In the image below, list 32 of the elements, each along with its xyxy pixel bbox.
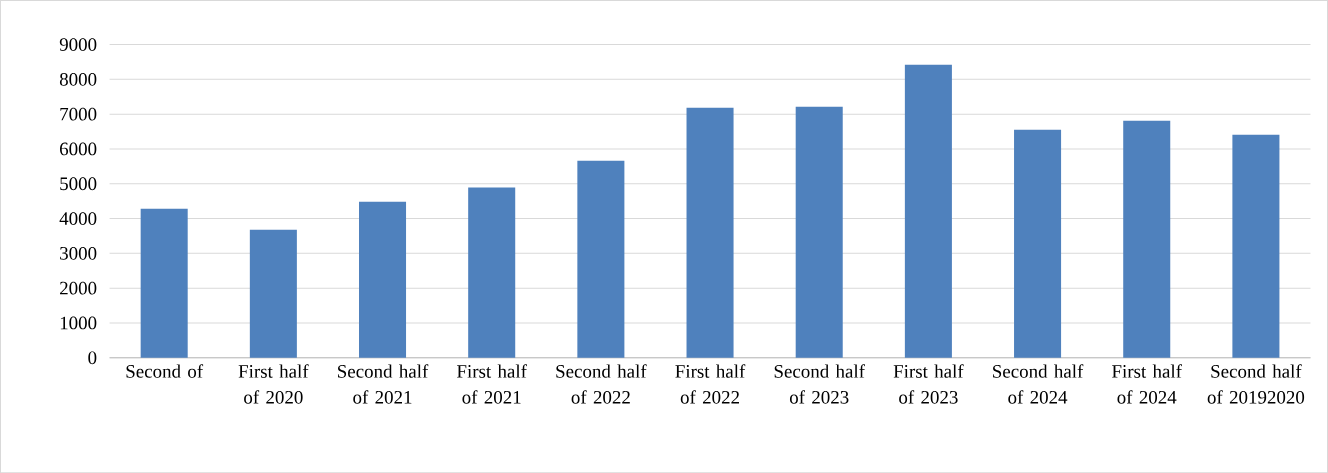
bar [468, 187, 516, 358]
bar [249, 229, 297, 358]
x-tick-label: First half of 2021 [456, 364, 527, 404]
bar [1123, 120, 1171, 358]
y-tick-label: 4000 [59, 211, 97, 225]
bar [359, 201, 407, 358]
x-tick-label: Second half of 2021 [338, 364, 429, 404]
y-tick-label: 1000 [60, 316, 97, 330]
x-tick-label: First half of 2023 [893, 364, 964, 404]
y-tick-label: 3000 [60, 246, 97, 260]
x-tick-label: Second of [126, 364, 204, 378]
y-tick-label: 9000 [59, 37, 97, 51]
x-tick-label: Second half of 2024 [993, 364, 1084, 404]
y-tick-label: 6000 [60, 142, 97, 156]
x-tick-label: Second half of 2022 [556, 364, 647, 404]
x-tick-label: First half of 2020 [238, 364, 309, 404]
x-tick-label: First half of 2022 [675, 364, 746, 404]
x-tick-label: First half of 2024 [1112, 364, 1182, 404]
y-tick-label: 7000 [60, 107, 97, 121]
bar [686, 107, 734, 358]
bar [904, 64, 952, 358]
bar [140, 208, 188, 358]
y-tick-label: 8000 [59, 72, 97, 86]
bar [795, 106, 843, 358]
x-tick-label: Second half of 20192020 [1207, 364, 1305, 404]
y-tick-label: 5000 [60, 177, 97, 190]
y-tick-label: 0 [88, 351, 97, 364]
bar [1232, 134, 1280, 358]
bar [1014, 129, 1062, 358]
bar [577, 160, 625, 358]
x-tick-label: Second half of 2023 [774, 364, 865, 404]
y-tick-label: 2000 [60, 281, 97, 295]
